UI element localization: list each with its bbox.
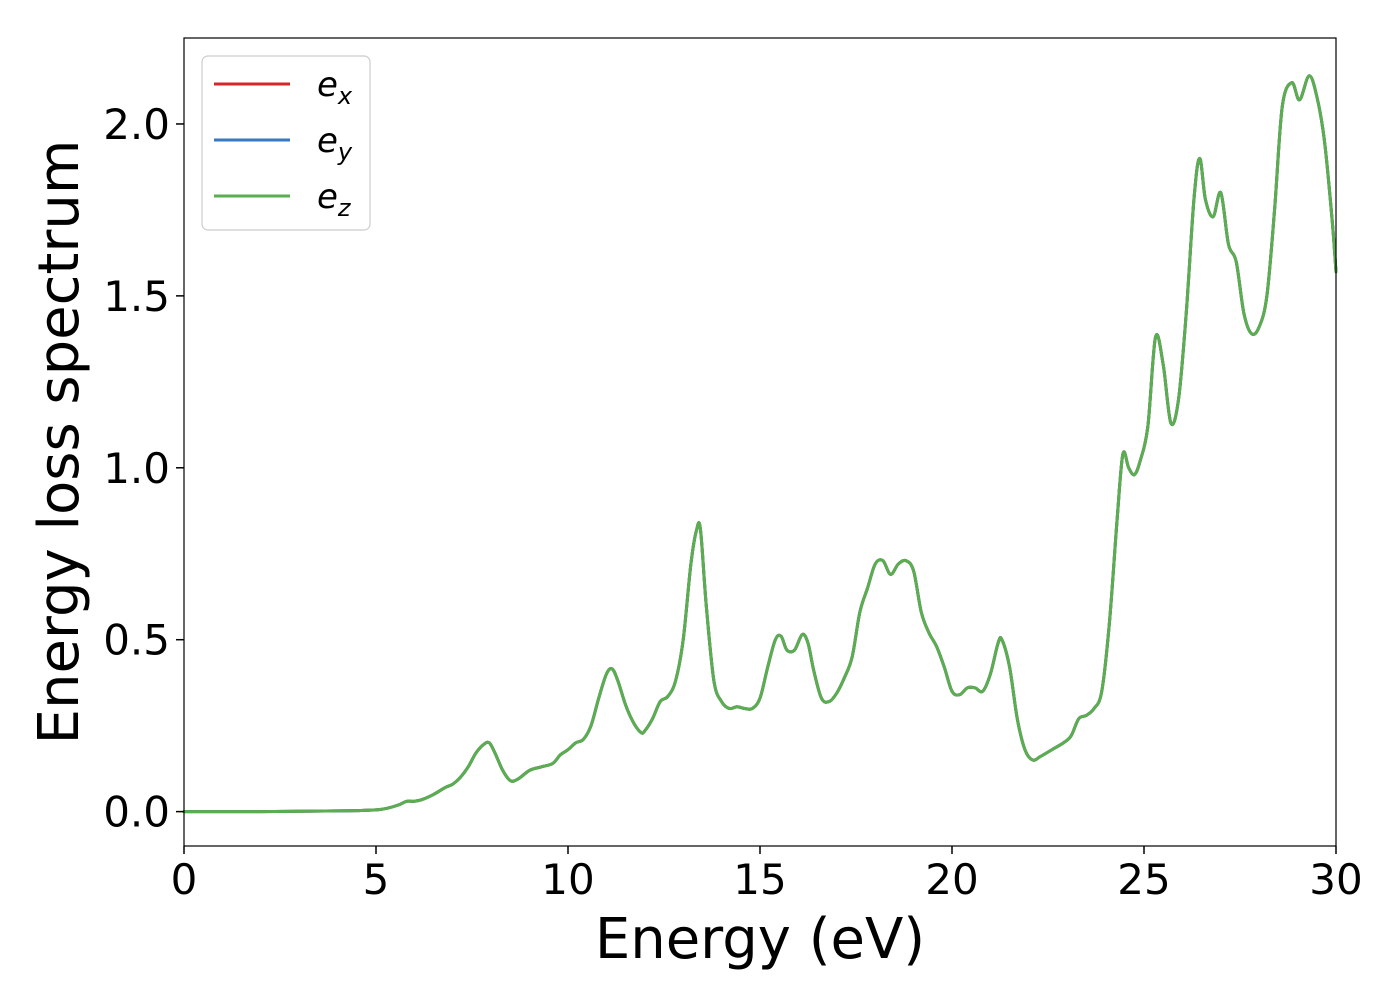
legend-label-e-y: ey <box>317 121 353 166</box>
legend: ex ey ez <box>201 55 371 231</box>
plot-area <box>182 37 1338 847</box>
y-tick-label: 0.5 <box>103 616 170 665</box>
y-tick-label: 0.0 <box>103 788 170 837</box>
y-tick-label: 2.0 <box>103 100 170 149</box>
x-tick-label: 15 <box>733 855 786 904</box>
y-tick-label: 1.0 <box>103 444 170 493</box>
x-tick-label: 10 <box>541 855 594 904</box>
x-axis-label: Energy (eV) <box>595 907 925 972</box>
legend-box <box>201 55 371 231</box>
x-tick-label: 0 <box>171 855 198 904</box>
y-axis-label: Energy loss spectrum <box>27 140 92 745</box>
series-line-e-z <box>182 74 1338 814</box>
x-tick-label: 30 <box>1309 855 1362 904</box>
x-tick-label: 5 <box>363 855 390 904</box>
x-tick-label: 20 <box>925 855 978 904</box>
y-axis-ticks: 0.0 0.5 1.0 1.5 2.0 <box>103 100 184 837</box>
series-layer <box>182 74 1338 814</box>
legend-label-e-z: ez <box>317 177 352 222</box>
x-tick-label: 25 <box>1117 855 1170 904</box>
y-tick-label: 1.5 <box>103 272 170 321</box>
legend-label-e-x: ex <box>317 65 353 110</box>
x-axis-ticks: 0 5 10 15 20 25 30 <box>171 846 1363 904</box>
